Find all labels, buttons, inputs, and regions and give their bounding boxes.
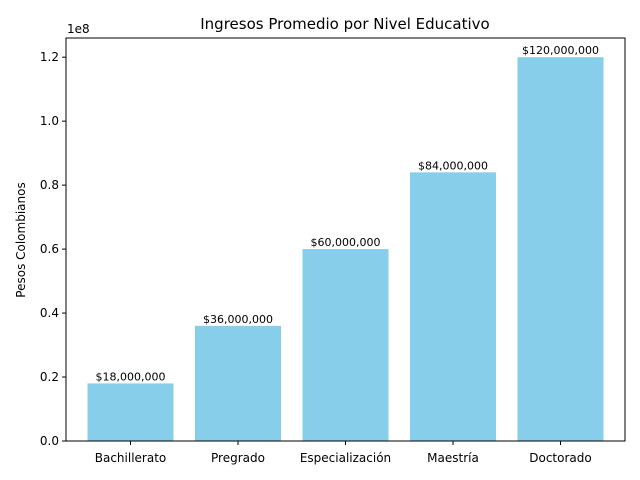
plot-area: $18,000,000 $36,000,000 $60,000,000 $84,000… [40, 37, 626, 465]
x-tick-label: Doctorado [529, 451, 591, 465]
bar [517, 57, 604, 441]
data-label: $60,000,000 [311, 236, 381, 249]
chart-title: Ingresos Promedio por Nivel Educativo [200, 15, 489, 33]
y-tick-label: 1.0 [40, 114, 59, 128]
y-tick-label: 1.2 [40, 50, 59, 64]
y-tick-label: 0.4 [40, 306, 59, 320]
data-label: $36,000,000 [203, 313, 273, 326]
y-tick-label: 0.2 [40, 370, 59, 384]
data-label: $18,000,000 [96, 370, 166, 383]
x-tick-label: Pregrado [211, 451, 265, 465]
bar [302, 249, 389, 441]
data-label: $84,000,000 [418, 159, 488, 172]
x-tick-label: Bachillerato [95, 451, 167, 465]
y-axis-offset-label: 1e8 [67, 22, 90, 36]
bar [410, 172, 496, 442]
y-tick-label: 0.0 [40, 434, 59, 448]
data-label: $120,000,000 [522, 44, 599, 57]
y-tick-label: 0.6 [40, 242, 59, 256]
y-tick-label: 0.8 [40, 178, 59, 192]
x-tick-label: Maestría [427, 451, 479, 465]
bar [87, 383, 174, 441]
y-axis-label: Pesos Colombianos [14, 182, 28, 297]
bar [195, 325, 281, 441]
x-tick-label: Especialización [300, 451, 391, 465]
